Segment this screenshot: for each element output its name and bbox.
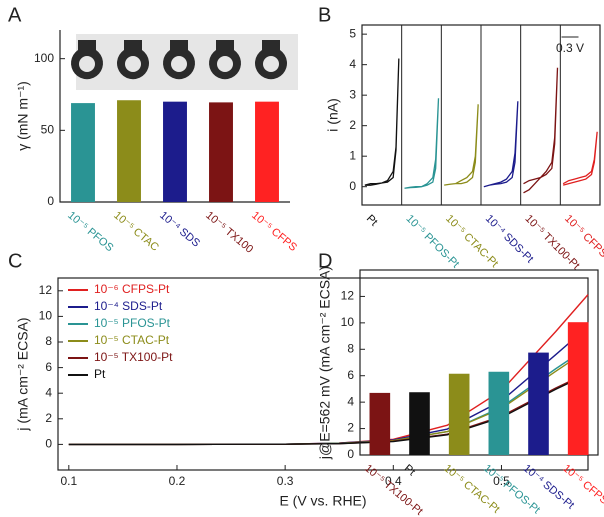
cv-curve [444,104,479,186]
panel-label: D [318,250,332,272]
legend-label: 10⁻⁶ CFPS-Pt [94,282,170,296]
panel-label: A [8,4,22,26]
y-tick-label: 8 [45,334,52,348]
y-tick-label: 0 [47,194,54,208]
bar [369,392,391,455]
x-tick-label: 0.2 [169,474,186,488]
hole [125,56,141,72]
y-tick-label: 2 [347,421,354,435]
bar [528,352,549,455]
x-axis-label: E (V vs. RHE) [279,493,366,509]
x-tick-label: 0.5 [493,474,510,488]
y-tick-label: 10 [341,315,355,329]
bar [567,322,589,455]
bar [488,371,510,455]
y-tick-label: 50 [41,123,55,137]
cv-curve [364,58,400,186]
hole [217,56,233,72]
y-tick-label: 3 [349,87,356,101]
x-tick-label: 10⁻⁵ TX100 [203,209,255,255]
bar [163,101,187,202]
y-tick-label: 4 [349,57,356,71]
cv-curve [483,101,519,188]
x-tick-label: 0.1 [60,474,77,488]
axes-frame [359,269,599,456]
droplet-images [71,34,298,90]
y-tick-label: 1 [349,148,356,162]
y-tick-label: 8 [347,341,354,355]
x-tick-label: 10⁻⁴ SDS [157,209,202,249]
y-axis-label: γ (mN m⁻¹) [15,81,31,151]
legend-label: Pt [94,367,106,381]
y-tick-label: 0 [347,447,354,461]
y-tick-label: 12 [341,289,355,303]
bar [255,101,279,202]
y-axis-label: i (nA) [325,98,341,131]
y-tick-label: 10 [39,309,53,323]
cv-curve [404,98,440,189]
y-tick-label: 4 [45,385,52,399]
x-tick-label: 0.4 [385,474,402,488]
legend-label: 10⁻⁵ TX100-Pt [94,350,173,364]
panel-label: B [318,4,331,26]
bar [209,102,233,202]
cv-curve [562,131,598,186]
hole [171,56,187,72]
y-tick-label: 4 [347,394,354,408]
y-tick-label: 6 [45,360,52,374]
legend-label: 10⁻⁵ CTAC-Pt [94,333,170,347]
x-tick-label: 10⁻⁵ PFOS [65,209,115,254]
x-tick-label: Pt [402,462,418,478]
legend-label: 10⁻⁵ PFOS-Pt [94,316,171,330]
x-tick-label: 10⁻⁵ CTAC [111,209,161,253]
y-tick-label: 6 [347,368,354,382]
y-axis-label: j@E=562 mV (mA cm⁻² ECSA) [317,266,333,460]
x-tick-label: 10⁻⁵ CFPS [249,209,299,254]
bar [71,103,95,202]
scale-bar-label: 0.3 V [556,41,584,55]
x-tick-label: 0.3 [277,474,294,488]
hole [263,56,279,72]
y-tick-label: 0 [349,179,356,193]
y-tick-label: 12 [39,283,53,297]
y-tick-label: 2 [45,411,52,425]
hole [79,56,95,72]
y-tick-label: 5 [349,26,356,40]
y-tick-label: 2 [349,118,356,132]
panel-label: C [8,250,22,272]
cv-curve [523,67,559,194]
droplet-holes [79,56,279,72]
series-label: Pt [364,213,380,229]
y-tick-label: 0 [45,437,52,451]
bar [448,373,470,455]
bar [409,392,430,455]
bar [117,100,141,202]
y-tick-label: 100 [34,51,54,65]
y-axis-label: j (mA cm⁻² ECSA) [15,317,31,431]
legend-label: 10⁻⁴ SDS-Pt [94,299,163,313]
